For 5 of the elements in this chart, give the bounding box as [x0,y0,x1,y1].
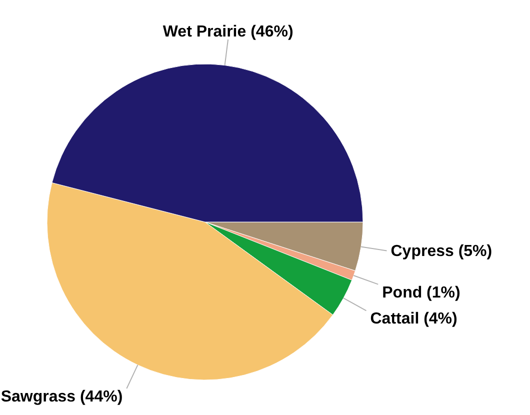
slice-label: Wet Prairie (46%) [162,23,294,40]
slice-label: Pond (1%) [382,284,460,302]
slice-label: Cattail (4%) [370,310,458,328]
slice-label: Cypress (5%) [390,242,492,260]
slice-label: Sawgrass (44%) [0,388,123,406]
